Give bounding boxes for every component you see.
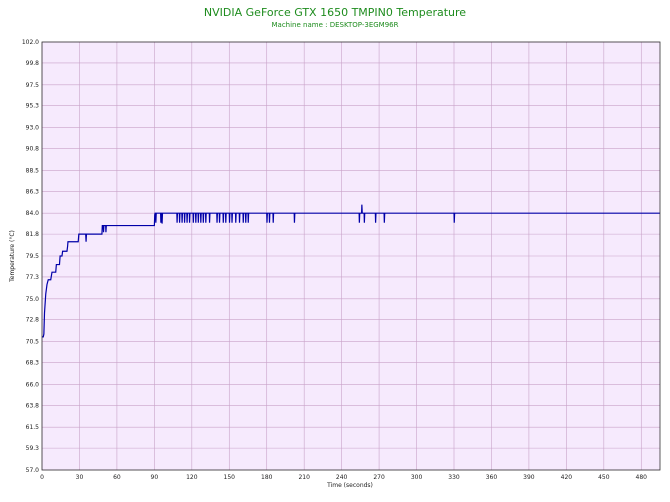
x-tick-label: 150 [224,474,236,481]
x-tick-label: 270 [373,474,385,481]
x-tick-label: 60 [113,474,121,481]
y-tick-label: 66.0 [26,381,40,388]
x-tick-label: 420 [561,474,573,481]
y-tick-label: 70.5 [26,339,40,346]
x-tick-label: 180 [261,474,273,481]
x-tick-label: 330 [448,474,460,481]
y-tick-label: 102.0 [22,39,39,46]
x-axis-ticks: 0 30 60 90 120 150 180 210 240 270 300 330 360 390 420… [40,474,647,481]
y-tick-label: 97.5 [26,82,40,89]
temperature-series-line [42,204,660,338]
x-tick-label: 360 [486,474,498,481]
x-tick-label: 0 [40,474,44,481]
x-tick-label: 120 [186,474,198,481]
x-axis-label: Time (seconds) [326,482,373,489]
y-tick-label: 68.3 [26,360,40,367]
y-axis-ticks: 102.0 99.8 97.5 95.3 93.0 90.8 88.5 86.3 84.0 81.… [22,39,39,474]
y-axis-label: Temperature (°C) [9,230,16,283]
y-tick-label: 90.8 [26,146,40,153]
y-tick-label: 81.8 [26,231,40,238]
x-tick-label: 300 [411,474,423,481]
x-tick-label: 390 [523,474,535,481]
plot-border [41,41,661,471]
x-tick-label: 90 [151,474,159,481]
y-tick-label: 88.5 [26,167,40,174]
y-tick-label: 57.0 [26,467,40,474]
y-tick-label: 75.0 [26,296,40,303]
y-tick-label: 99.8 [26,60,40,67]
y-tick-label: 93.0 [26,125,40,132]
x-tick-label: 240 [336,474,348,481]
x-tick-label: 30 [76,474,84,481]
chart-title: NVIDIA GeForce GTX 1650 TMPIN0 Temperatu… [204,6,466,19]
grid [41,41,660,471]
y-tick-label: 84.0 [26,210,40,217]
y-tick-label: 61.5 [26,424,40,431]
x-tick-label: 450 [598,474,610,481]
y-tick-label: 95.3 [26,103,40,110]
y-tick-label: 59.3 [26,445,40,452]
y-tick-label: 77.3 [26,274,40,281]
chart-subtitle: Machine name : DESKTOP-3EGM96R [272,21,399,29]
y-tick-label: 79.5 [26,253,40,260]
y-tick-label: 86.3 [26,188,40,195]
x-tick-label: 210 [298,474,310,481]
y-tick-label: 72.8 [26,317,40,324]
y-tick-label: 63.8 [26,402,40,409]
x-tick-label: 480 [636,474,648,481]
